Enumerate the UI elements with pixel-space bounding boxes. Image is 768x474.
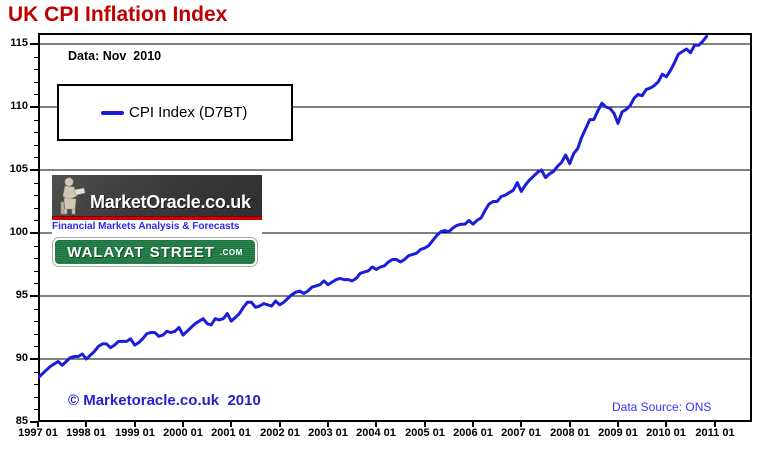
- legend-box: CPI Index (D7BT): [57, 84, 293, 141]
- marketoracle-logo: MarketOracle.co.uk Financial Markets Ana…: [52, 175, 262, 234]
- y-axis-minor-tick: [34, 372, 38, 373]
- x-tick-label: 2004 01: [356, 427, 396, 439]
- walayat-com-suffix: .COM: [219, 247, 243, 257]
- y-axis-minor-tick: [34, 384, 38, 385]
- y-tick-label: 110: [10, 100, 28, 112]
- y-tick-label: 115: [10, 37, 28, 49]
- y-axis-major-tick: [30, 421, 38, 423]
- x-tick-label: 1999 01: [115, 427, 155, 439]
- y-axis-minor-tick: [34, 82, 38, 83]
- x-tick-label: 2002 01: [260, 427, 300, 439]
- y-tick-label: 95: [15, 289, 28, 301]
- y-tick-label: 85: [15, 415, 28, 427]
- x-axis-tick: [134, 422, 136, 427]
- y-axis-minor-tick: [34, 132, 38, 133]
- y-axis-minor-tick: [34, 94, 38, 95]
- x-axis-tick: [327, 422, 329, 427]
- cpi-line: [38, 34, 709, 380]
- data-note: Data: Nov 2010: [68, 49, 162, 63]
- y-axis-minor-tick: [34, 258, 38, 259]
- x-axis-tick: [520, 422, 522, 427]
- x-tick-label: 2007 01: [501, 427, 541, 439]
- x-tick-label: 1997 01: [18, 427, 58, 439]
- y-axis-major-tick: [30, 232, 38, 234]
- y-axis-major-tick: [30, 295, 38, 297]
- data-source-note: Data Source: ONS: [612, 400, 712, 414]
- y-axis-minor-tick: [34, 334, 38, 335]
- y-axis-minor-tick: [34, 346, 38, 347]
- y-axis-major-tick: [30, 358, 38, 360]
- y-tick-label: 105: [9, 163, 28, 175]
- x-axis-tick: [617, 422, 619, 427]
- copyright-note: © Marketoracle.co.uk 2010: [68, 392, 261, 409]
- y-axis-minor-tick: [34, 246, 38, 247]
- page-title: UK CPI Inflation Index: [8, 3, 228, 26]
- y-axis-minor-tick: [34, 120, 38, 121]
- x-axis-tick: [37, 422, 39, 427]
- y-axis-major-tick: [30, 43, 38, 45]
- x-axis-tick: [472, 422, 474, 427]
- x-axis-tick: [85, 422, 87, 427]
- x-axis-tick: [375, 422, 377, 427]
- x-tick-label: 2008 01: [550, 427, 590, 439]
- x-axis-tick: [714, 422, 716, 427]
- y-axis-minor-tick: [34, 195, 38, 196]
- y-axis-minor-tick: [34, 157, 38, 158]
- y-tick-label: 100: [9, 226, 28, 238]
- y-axis-minor-tick: [34, 271, 38, 272]
- marketoracle-tagline: Financial Markets Analysis & Forecasts: [52, 220, 262, 234]
- x-axis-tick: [665, 422, 667, 427]
- y-axis-major-tick: [30, 169, 38, 171]
- x-tick-label: 1998 01: [66, 427, 106, 439]
- x-tick-label: 2006 01: [453, 427, 493, 439]
- y-axis-minor-tick: [34, 283, 38, 284]
- marketoracle-red-stripe: [52, 216, 262, 220]
- plot-area: [38, 33, 752, 422]
- y-axis-minor-tick: [34, 183, 38, 184]
- y-axis-major-tick: [30, 106, 38, 108]
- x-tick-label: 2001 01: [211, 427, 251, 439]
- marketoracle-name: MarketOracle.co.uk: [90, 192, 251, 212]
- marketoracle-banner: MarketOracle.co.uk: [52, 175, 262, 216]
- x-tick-label: 2005 01: [405, 427, 445, 439]
- x-tick-label: 2010 01: [646, 427, 686, 439]
- legend-label: CPI Index (D7BT): [129, 104, 248, 121]
- y-axis-minor-tick: [34, 409, 38, 410]
- y-axis-minor-tick: [34, 309, 38, 310]
- x-axis-tick: [279, 422, 281, 427]
- y-tick-label: 90: [15, 352, 28, 364]
- y-axis-minor-tick: [34, 397, 38, 398]
- x-axis-tick: [182, 422, 184, 427]
- x-tick-label: 2009 01: [598, 427, 638, 439]
- y-axis-minor-tick: [34, 57, 38, 58]
- legend-line-swatch: [101, 111, 124, 115]
- statue-reader-icon: [60, 177, 86, 215]
- y-axis-minor-tick: [34, 69, 38, 70]
- y-axis-minor-tick: [34, 220, 38, 221]
- x-axis-tick: [230, 422, 232, 427]
- y-axis-minor-tick: [34, 145, 38, 146]
- y-axis-minor-tick: [34, 208, 38, 209]
- x-axis-tick: [569, 422, 571, 427]
- walayat-street-name: WALAYAT STREET: [67, 243, 215, 261]
- x-tick-label: 2000 01: [163, 427, 203, 439]
- x-axis-tick: [424, 422, 426, 427]
- y-axis-minor-tick: [34, 321, 38, 322]
- walayat-street-sign: WALAYAT STREET .COM: [52, 237, 258, 267]
- x-tick-label: 2011 01: [695, 427, 735, 439]
- x-tick-label: 2003 01: [308, 427, 348, 439]
